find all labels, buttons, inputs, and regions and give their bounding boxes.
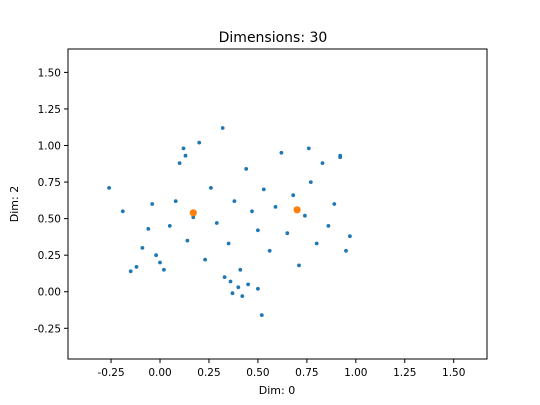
x-tick-label: 0.00 — [148, 367, 171, 379]
data-point — [297, 263, 301, 268]
data-point — [230, 291, 235, 296]
data-point — [261, 187, 266, 192]
y-tick-label: 0.00 — [38, 287, 61, 299]
data-point — [181, 146, 186, 151]
data-point — [158, 260, 162, 265]
data-point — [162, 267, 166, 272]
data-point — [197, 140, 202, 145]
data-point — [209, 186, 213, 190]
data-point — [185, 238, 190, 243]
data-point — [203, 257, 208, 262]
data-point — [120, 209, 125, 214]
x-tick-label: 1.00 — [344, 367, 367, 379]
y-tick-label: -0.25 — [34, 323, 61, 335]
x-tick-label: 0.50 — [246, 367, 269, 379]
x-tick-label: 0.75 — [295, 367, 318, 379]
data-point — [128, 269, 133, 274]
data-point — [320, 161, 325, 166]
data-point — [220, 126, 225, 130]
chart-title: Dimensions: 30 — [219, 30, 328, 46]
data-point — [140, 246, 145, 250]
x-ticks: -0.25 0.00 0.25 0.50 0.75 1.00 1.25 1.50 — [97, 359, 465, 379]
data-point — [308, 180, 313, 185]
data-point — [238, 267, 243, 272]
y-ticks: -0.25 0.00 0.25 0.50 0.75 1.00 1.25 1.50 — [34, 67, 68, 335]
data-point — [150, 202, 155, 206]
data-point — [173, 199, 178, 204]
x-tick-label: 0.25 — [197, 367, 220, 379]
highlight-point — [189, 209, 197, 217]
x-tick-label: 1.25 — [393, 367, 416, 379]
highlight-point — [293, 206, 301, 214]
data-point — [332, 202, 337, 206]
data-point — [240, 294, 245, 298]
data-point — [285, 231, 290, 236]
points-layer — [107, 126, 352, 317]
data-point — [338, 155, 343, 160]
data-point — [273, 205, 278, 209]
y-tick-label: 0.75 — [38, 177, 61, 189]
data-point — [167, 224, 172, 228]
data-point — [348, 234, 352, 239]
data-point — [226, 241, 231, 246]
data-point — [256, 228, 260, 233]
data-point — [259, 313, 264, 317]
data-point — [107, 186, 111, 190]
data-point — [183, 153, 188, 158]
data-point — [214, 221, 219, 225]
y-tick-label: 0.25 — [38, 250, 61, 262]
data-point — [256, 286, 260, 291]
data-point — [279, 150, 284, 155]
y-tick-label: 1.50 — [38, 67, 61, 79]
data-point — [146, 227, 151, 231]
data-point — [303, 213, 307, 218]
x-tick-label: 1.50 — [442, 367, 465, 379]
data-point — [306, 146, 311, 151]
data-point — [222, 275, 227, 279]
plot-area-frame — [67, 48, 488, 360]
data-point — [267, 248, 272, 253]
y-tick-label: 0.50 — [38, 214, 61, 226]
data-point — [236, 285, 241, 290]
data-point — [134, 265, 139, 269]
data-point — [154, 253, 159, 258]
data-point — [344, 248, 348, 253]
data-point — [250, 209, 254, 214]
data-point — [314, 241, 319, 246]
y-tick-label: 1.25 — [38, 104, 61, 116]
y-axis-label: Dim: 2 — [8, 186, 21, 222]
data-point — [232, 199, 237, 204]
data-point — [177, 161, 182, 166]
data-point — [246, 282, 251, 287]
y-tick-label: 1.00 — [38, 141, 61, 153]
data-point — [291, 193, 296, 198]
data-point — [228, 279, 233, 284]
data-point — [326, 224, 331, 228]
data-point — [244, 167, 249, 171]
x-axis-label: Dim: 0 — [259, 384, 295, 397]
x-tick-label: -0.25 — [97, 367, 124, 379]
